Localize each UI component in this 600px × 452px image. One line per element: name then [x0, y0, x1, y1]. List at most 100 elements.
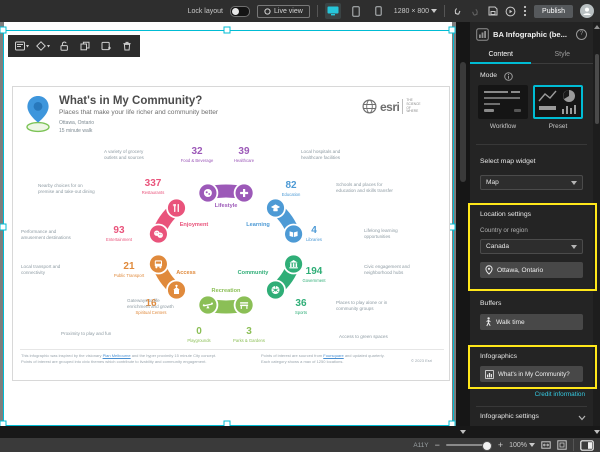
walk-time-button[interactable]: Walk time: [480, 314, 583, 330]
redo-icon[interactable]: [470, 6, 481, 16]
toggle-panel-icon[interactable]: [580, 439, 594, 451]
select-map-widget-label: Select map widget: [480, 158, 536, 165]
zoom-slider-knob[interactable]: [481, 441, 492, 451]
selection-handle[interactable]: [223, 26, 231, 34]
stat-sports: 36 Sports: [294, 298, 308, 315]
resolution-dropdown[interactable]: 1280 × 800: [394, 8, 438, 15]
device-desktop-icon[interactable]: [324, 3, 341, 19]
undo-icon[interactable]: [452, 6, 463, 16]
map-pin-icon: [26, 96, 50, 133]
canvas-vertical-scrollbar[interactable]: [456, 22, 470, 426]
more-options-icon[interactable]: [523, 5, 527, 17]
preview-icon[interactable]: [505, 6, 516, 17]
a11y-label[interactable]: A11Y: [413, 441, 429, 449]
annotation: Schools and places for education and ski…: [336, 182, 393, 194]
chevron-down-icon[interactable]: [578, 415, 586, 421]
government-icon: [283, 253, 305, 275]
user-avatar[interactable]: [580, 4, 594, 18]
infographics-heading: Infographics: [480, 353, 518, 360]
stat-education: 82 Education: [281, 180, 301, 197]
walk-icon: [486, 317, 491, 327]
plan-melbourne-link[interactable]: Plan Melbourne: [102, 353, 131, 358]
selection-handle[interactable]: [448, 26, 456, 34]
live-view-icon: [264, 7, 271, 15]
delete-icon[interactable]: [118, 38, 135, 54]
save-icon[interactable]: [488, 6, 498, 16]
unlock-icon[interactable]: [55, 38, 72, 54]
footer-divider: [20, 349, 444, 350]
widget-toolbar: [8, 35, 140, 57]
lock-layout-toggle[interactable]: [230, 5, 250, 17]
canvas-scroll-down-icon[interactable]: [460, 430, 466, 434]
divider: [316, 5, 318, 17]
info-icon[interactable]: [504, 72, 513, 81]
community-wheel: [147, 182, 305, 316]
public-transport-icon: [147, 253, 169, 275]
infographic-settings-header[interactable]: Infographic settings: [480, 413, 539, 420]
chevron-down-icon: [529, 443, 535, 447]
libraries-icon: [283, 223, 305, 245]
annotation: Places to play alone or in community gro…: [336, 300, 388, 312]
section-label: Learning: [246, 222, 270, 228]
scroll-up-icon[interactable]: [593, 25, 600, 29]
credit-information-link[interactable]: Credit information: [534, 391, 585, 398]
scrollbar-thumb[interactable]: [594, 54, 599, 124]
zoom-slider[interactable]: [445, 441, 492, 451]
location-settings-heading: Location settings: [480, 211, 532, 218]
fit-page-icon[interactable]: [557, 440, 567, 450]
infographic-widget[interactable]: What's in My Community? Places that make…: [12, 86, 450, 381]
annotation: Local hospitals and healthcare facilitie…: [301, 149, 341, 161]
mode-workflow-card[interactable]: [478, 85, 528, 119]
entertainment-icon: [147, 223, 169, 245]
stat-entertainment: 93 Entertainment: [105, 225, 133, 242]
annotation: Lifelong learning opportunities: [364, 228, 398, 240]
pin-icon: [485, 265, 493, 275]
scrollbar-thumb[interactable]: [460, 62, 466, 182]
help-icon[interactable]: ?: [576, 28, 587, 40]
footer-copyright: © 2023 Esri: [411, 358, 432, 363]
selection-handle[interactable]: [0, 26, 7, 34]
annotation: Proximity to play and fun: [61, 331, 112, 336]
mode-preset-card[interactable]: [533, 85, 583, 119]
live-view-button[interactable]: Live view: [257, 4, 310, 18]
widget-kind-button[interactable]: [13, 38, 30, 54]
stat-playgrounds: 0 Playgrounds: [187, 326, 211, 343]
globe-icon: [362, 99, 377, 114]
place-button[interactable]: Ottawa, Ontario: [480, 262, 583, 278]
panel-title: BA Infographic (be...: [493, 29, 567, 39]
healthcare-icon: [233, 182, 255, 204]
panel-scrollbar[interactable]: [593, 22, 600, 426]
map-widget-select[interactable]: Map: [480, 175, 583, 190]
copy-to-icon[interactable]: [97, 38, 114, 54]
food-beverage-icon: [197, 182, 219, 204]
country-select[interactable]: Canada: [480, 239, 583, 254]
publish-button[interactable]: Publish: [534, 4, 573, 18]
stat-healthcare: 39 Healthcare: [233, 146, 255, 163]
section-label: Enjoyment: [179, 222, 209, 228]
widget-state-button[interactable]: [34, 38, 51, 54]
tab-content[interactable]: Content: [488, 51, 514, 58]
stat-spiritual-centers: 16 Spiritual Centers: [135, 298, 167, 315]
fit-width-icon[interactable]: [541, 440, 551, 450]
annotation: Gateways to life enrichment and growth: [127, 298, 174, 310]
toggle-knob: [232, 7, 239, 15]
infographic-location: Ottawa, Ontario: [59, 120, 95, 126]
section-label: Recreation: [211, 288, 241, 294]
stat-restaurants: 337 Restaurants: [141, 178, 165, 195]
section-label: Access: [176, 270, 196, 276]
duplicate-icon[interactable]: [76, 38, 93, 54]
device-phone-icon[interactable]: [371, 3, 387, 19]
chevron-down-icon: [431, 9, 438, 13]
zoom-level-dropdown[interactable]: 100%: [509, 442, 535, 449]
annotation: Access to green spaces: [339, 334, 388, 339]
selection-handle[interactable]: [0, 223, 7, 231]
tab-style[interactable]: Style: [554, 51, 571, 58]
ba-infographic-icon: [476, 27, 489, 41]
infographic-select-button[interactable]: What's in My Community?: [480, 366, 583, 382]
device-tablet-icon[interactable]: [348, 3, 364, 19]
zoom-out-button[interactable]: −: [434, 440, 440, 450]
panel-scroll-down-icon[interactable]: [593, 430, 600, 434]
foursquare-link[interactable]: Foursquare: [323, 353, 344, 358]
active-tab-indicator: [470, 62, 531, 64]
zoom-in-button[interactable]: +: [497, 440, 504, 450]
